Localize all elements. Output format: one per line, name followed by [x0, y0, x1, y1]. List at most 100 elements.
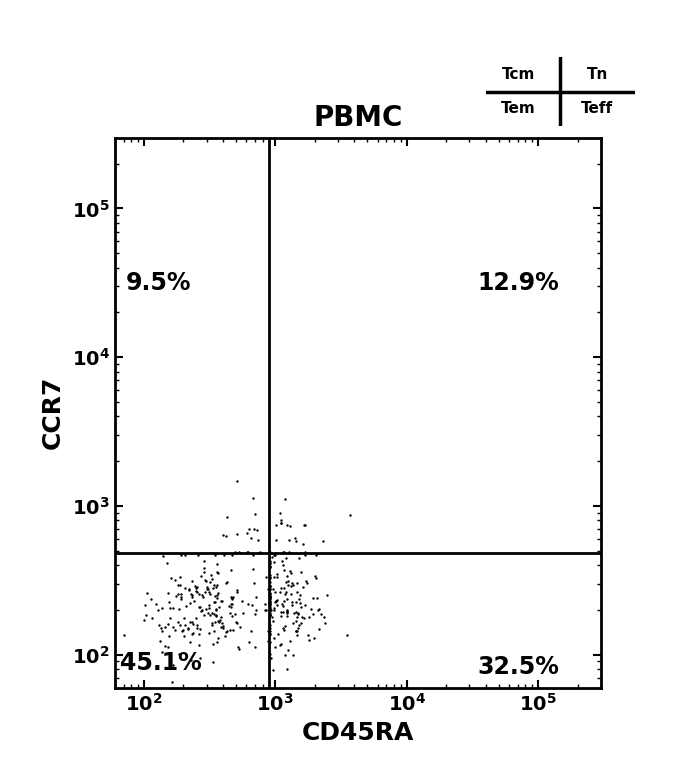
Point: [192, 581, 202, 594]
Point: [278, 595, 289, 607]
Point: [267, 552, 277, 564]
Point: [218, 549, 229, 561]
Point: [216, 621, 227, 633]
Point: [298, 581, 308, 593]
Point: [275, 507, 286, 519]
Point: [219, 630, 230, 642]
Point: [221, 530, 232, 542]
Point: [232, 617, 242, 629]
Point: [267, 615, 278, 627]
Point: [180, 549, 191, 561]
Point: [226, 564, 237, 576]
Point: [222, 625, 233, 637]
Point: [163, 630, 174, 643]
Point: [265, 592, 276, 604]
Point: [265, 604, 276, 617]
Point: [292, 629, 302, 641]
Point: [271, 594, 282, 606]
Point: [265, 576, 276, 588]
Point: [213, 632, 224, 644]
Point: [265, 652, 276, 664]
Point: [178, 623, 188, 636]
Point: [265, 593, 276, 605]
Point: [296, 617, 306, 629]
Point: [265, 599, 276, 611]
Point: [208, 638, 219, 650]
Point: [194, 588, 205, 600]
Point: [265, 571, 276, 583]
Point: [146, 594, 157, 606]
Point: [265, 610, 276, 622]
Text: Tem: Tem: [502, 102, 536, 116]
Point: [269, 632, 279, 644]
Point: [265, 648, 276, 660]
Point: [203, 607, 214, 619]
Point: [187, 589, 198, 601]
Point: [265, 571, 276, 584]
Point: [212, 579, 223, 591]
Point: [342, 630, 352, 642]
Point: [313, 623, 324, 635]
Point: [202, 581, 213, 594]
Point: [294, 597, 305, 610]
Point: [276, 555, 287, 567]
Point: [208, 656, 219, 668]
Point: [291, 596, 302, 608]
Point: [191, 581, 202, 594]
Point: [265, 627, 276, 639]
Point: [250, 607, 261, 620]
Point: [209, 608, 219, 620]
Point: [284, 534, 295, 546]
Point: [216, 595, 227, 607]
Point: [263, 625, 273, 637]
Point: [275, 514, 286, 526]
Point: [227, 549, 238, 561]
Point: [179, 613, 190, 625]
Point: [292, 585, 302, 597]
Point: [211, 610, 222, 622]
Point: [211, 588, 222, 601]
Point: [225, 607, 236, 620]
Point: [297, 610, 308, 623]
Point: [281, 662, 292, 675]
Point: [159, 621, 170, 633]
Point: [281, 610, 292, 623]
Point: [265, 588, 276, 600]
Point: [291, 535, 302, 547]
Point: [293, 607, 304, 620]
Point: [284, 546, 294, 558]
Point: [207, 573, 217, 585]
Point: [279, 649, 290, 661]
Point: [211, 609, 221, 621]
Point: [164, 595, 175, 607]
Point: [280, 576, 291, 588]
Point: [292, 611, 302, 623]
Point: [244, 636, 254, 648]
Point: [265, 580, 276, 592]
Point: [244, 523, 254, 536]
Point: [250, 604, 261, 616]
Point: [248, 563, 259, 575]
Point: [300, 549, 310, 561]
Point: [204, 602, 215, 614]
Point: [293, 607, 304, 619]
Point: [167, 659, 178, 671]
Point: [300, 546, 310, 558]
Point: [261, 571, 271, 583]
Point: [265, 628, 276, 640]
Point: [250, 591, 261, 603]
Point: [223, 600, 234, 612]
Point: [205, 575, 215, 588]
Point: [265, 607, 276, 619]
Point: [319, 611, 329, 623]
Text: Teff: Teff: [581, 102, 614, 116]
Point: [272, 599, 283, 611]
Point: [200, 575, 211, 588]
Point: [263, 583, 273, 595]
Point: [186, 588, 196, 600]
Point: [306, 603, 317, 615]
Point: [211, 604, 221, 617]
Point: [157, 549, 168, 562]
Point: [210, 549, 221, 561]
Point: [184, 616, 195, 628]
